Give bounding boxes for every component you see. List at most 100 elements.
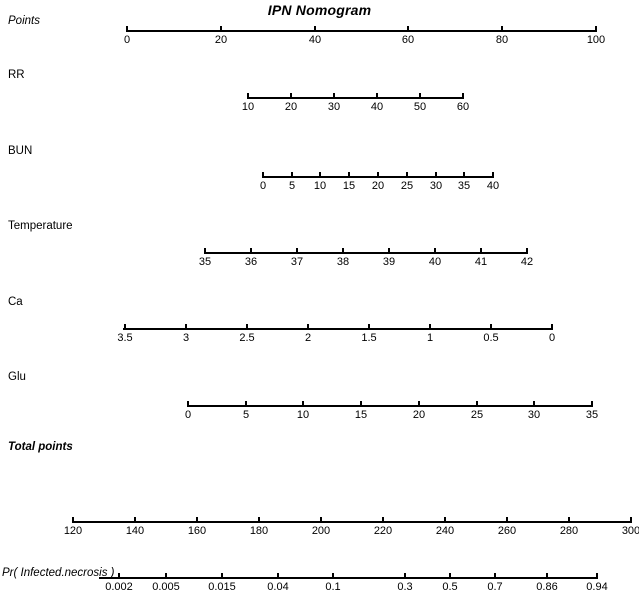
tick-mark-rr xyxy=(419,92,421,99)
tick-label-ca: 1.5 xyxy=(361,332,377,344)
tick-label-ca: 2.5 xyxy=(239,332,255,344)
tick-mark-pr-infected-necrosis xyxy=(449,572,451,579)
tick-label-bun: 15 xyxy=(342,180,356,192)
tick-label-ca: 1 xyxy=(426,332,434,344)
tick-mark-ca xyxy=(185,323,187,330)
tick-label-temperature: 39 xyxy=(382,256,396,268)
tick-label-temperature: 37 xyxy=(290,256,304,268)
tick-mark-points xyxy=(595,25,597,32)
tick-label-glu: 35 xyxy=(585,409,599,421)
tick-mark-bun xyxy=(262,171,264,178)
tick-label-ca: 3.5 xyxy=(117,332,133,344)
tick-label-total-points: 240 xyxy=(435,525,455,537)
tick-mark-glu xyxy=(302,400,304,407)
tick-mark-pr-infected-necrosis xyxy=(332,572,334,579)
chart-title: IPN Nomogram xyxy=(267,2,372,18)
tick-mark-temperature xyxy=(434,247,436,254)
tick-mark-ca xyxy=(429,323,431,330)
tick-label-pr-infected-necrosis: 0.04 xyxy=(267,581,289,593)
tick-mark-points xyxy=(407,25,409,32)
tick-mark-pr-infected-necrosis xyxy=(546,572,548,579)
tick-label-total-points: 300 xyxy=(621,525,639,537)
tick-mark-total-points xyxy=(72,516,74,523)
tick-label-points: 80 xyxy=(495,34,509,46)
axis-label-glu: Glu xyxy=(8,371,26,383)
tick-label-pr-infected-necrosis: 0.3 xyxy=(397,581,413,593)
axis-label-temperature: Temperature xyxy=(8,220,73,232)
tick-mark-ca xyxy=(368,323,370,330)
tick-label-temperature: 42 xyxy=(520,256,534,268)
tick-mark-ca xyxy=(124,323,126,330)
tick-mark-rr xyxy=(247,92,249,99)
tick-mark-pr-infected-necrosis xyxy=(494,572,496,579)
axis-line-temperature xyxy=(205,252,527,254)
tick-mark-points xyxy=(220,25,222,32)
tick-label-pr-infected-necrosis: 0.86 xyxy=(536,581,558,593)
tick-mark-ca xyxy=(246,323,248,330)
tick-mark-temperature xyxy=(342,247,344,254)
tick-mark-bun xyxy=(377,171,379,178)
tick-label-total-points: 200 xyxy=(311,525,331,537)
tick-label-pr-infected-necrosis: 0.002 xyxy=(105,581,133,593)
tick-mark-pr-infected-necrosis xyxy=(596,572,598,579)
tick-mark-pr-infected-necrosis xyxy=(118,572,120,579)
tick-label-rr: 50 xyxy=(413,101,427,113)
tick-mark-rr xyxy=(376,92,378,99)
tick-mark-bun xyxy=(348,171,350,178)
tick-label-glu: 0 xyxy=(184,409,192,421)
tick-label-total-points: 160 xyxy=(187,525,207,537)
tick-mark-pr-infected-necrosis xyxy=(277,572,279,579)
tick-mark-glu xyxy=(187,400,189,407)
tick-label-glu: 30 xyxy=(527,409,541,421)
tick-mark-points xyxy=(314,25,316,32)
tick-label-points: 40 xyxy=(308,34,322,46)
axis-label-ca: Ca xyxy=(8,296,23,308)
tick-label-total-points: 120 xyxy=(63,525,83,537)
tick-label-glu: 5 xyxy=(242,409,250,421)
tick-label-bun: 5 xyxy=(288,180,296,192)
tick-mark-pr-infected-necrosis xyxy=(165,572,167,579)
tick-label-rr: 20 xyxy=(284,101,298,113)
tick-mark-temperature xyxy=(250,247,252,254)
tick-label-points: 20 xyxy=(214,34,228,46)
tick-label-temperature: 35 xyxy=(198,256,212,268)
tick-mark-temperature xyxy=(388,247,390,254)
tick-mark-points xyxy=(126,25,128,32)
axis-label-rr: RR xyxy=(8,69,25,81)
tick-mark-ca xyxy=(490,323,492,330)
tick-mark-total-points xyxy=(258,516,260,523)
tick-label-ca: 2 xyxy=(304,332,312,344)
tick-label-total-points: 180 xyxy=(249,525,269,537)
tick-mark-bun xyxy=(319,171,321,178)
tick-label-pr-infected-necrosis: 0.005 xyxy=(152,581,180,593)
tick-mark-glu xyxy=(591,400,593,407)
tick-label-glu: 15 xyxy=(354,409,368,421)
tick-mark-total-points xyxy=(382,516,384,523)
axis-line-rr xyxy=(248,97,463,99)
tick-mark-total-points xyxy=(320,516,322,523)
tick-mark-temperature xyxy=(204,247,206,254)
axis-line-ca xyxy=(123,328,552,330)
tick-mark-temperature xyxy=(526,247,528,254)
tick-mark-glu xyxy=(245,400,247,407)
tick-mark-bun xyxy=(291,171,293,178)
tick-mark-total-points xyxy=(134,516,136,523)
tick-label-temperature: 36 xyxy=(244,256,258,268)
axis-label-total-points: Total points xyxy=(8,441,73,453)
tick-label-total-points: 280 xyxy=(559,525,579,537)
tick-mark-total-points xyxy=(196,516,198,523)
tick-label-bun: 25 xyxy=(400,180,414,192)
tick-mark-total-points xyxy=(630,516,632,523)
tick-label-rr: 30 xyxy=(327,101,341,113)
tick-label-bun: 10 xyxy=(313,180,327,192)
tick-label-bun: 40 xyxy=(486,180,500,192)
axis-line-total-points xyxy=(73,521,631,523)
axis-line-pr-infected-necrosis xyxy=(99,577,598,579)
tick-label-bun: 20 xyxy=(371,180,385,192)
tick-label-temperature: 40 xyxy=(428,256,442,268)
tick-label-temperature: 41 xyxy=(474,256,488,268)
tick-label-rr: 40 xyxy=(370,101,384,113)
axis-line-glu xyxy=(188,405,592,407)
tick-label-total-points: 140 xyxy=(125,525,145,537)
